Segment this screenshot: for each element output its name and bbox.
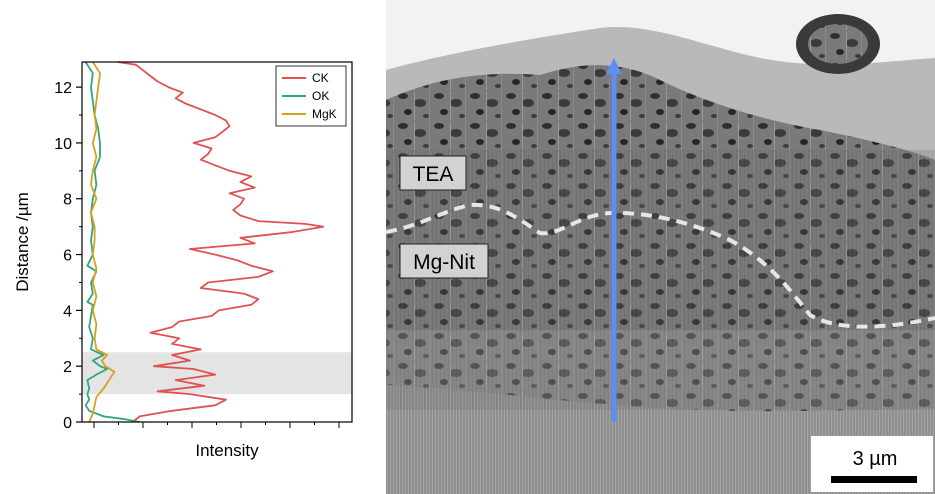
measurement-arrow <box>606 58 622 422</box>
y-tick-label: 0 <box>63 415 72 432</box>
series-line-mgk <box>88 61 116 423</box>
y-tick-label: 8 <box>63 192 72 209</box>
scale-bar <box>831 476 917 483</box>
layer-boundary-line <box>386 202 935 329</box>
series-line-ok <box>84 61 140 423</box>
chart-legend: CK OK MgK <box>275 65 347 127</box>
series-line-ck <box>117 61 325 423</box>
legend-label-ok: OK <box>312 89 329 103</box>
y-tick-label: 12 <box>54 80 72 97</box>
series-layer <box>84 61 325 423</box>
y-tick-label: 10 <box>54 136 72 153</box>
legend-label-mgk: MgK <box>312 107 337 121</box>
y-tick-label: 6 <box>63 248 72 265</box>
scale-bar-box: 3 µm <box>811 436 933 492</box>
y-tick-label: 4 <box>63 303 72 320</box>
tea-label-box: TEA <box>399 155 467 191</box>
line-profile-chart: 0 2 4 6 8 10 12 Distance /µm Intensity CK OK MgK <box>13 61 353 460</box>
micrograph-striation-overlay <box>386 150 935 410</box>
scale-bar-label: 3 µm <box>853 448 898 470</box>
surface-pore-inner <box>808 24 868 64</box>
mg-nit-label-box: Mg-Nit <box>399 243 489 279</box>
highlight-band <box>82 352 352 395</box>
substrate-layer <box>386 385 935 494</box>
sem-micrograph: TEA Mg-Nit 3 µm <box>386 0 935 494</box>
mg-nit-label: Mg-Nit <box>413 251 475 274</box>
legend-label-ck: CK <box>312 71 329 85</box>
ticks-layer: 0 2 4 6 8 10 12 <box>54 80 340 432</box>
y-axis-title: Distance /µm <box>13 192 32 292</box>
x-axis-title: Intensity <box>195 441 259 460</box>
y-tick-label: 2 <box>63 359 72 376</box>
tea-label: TEA <box>413 163 454 186</box>
